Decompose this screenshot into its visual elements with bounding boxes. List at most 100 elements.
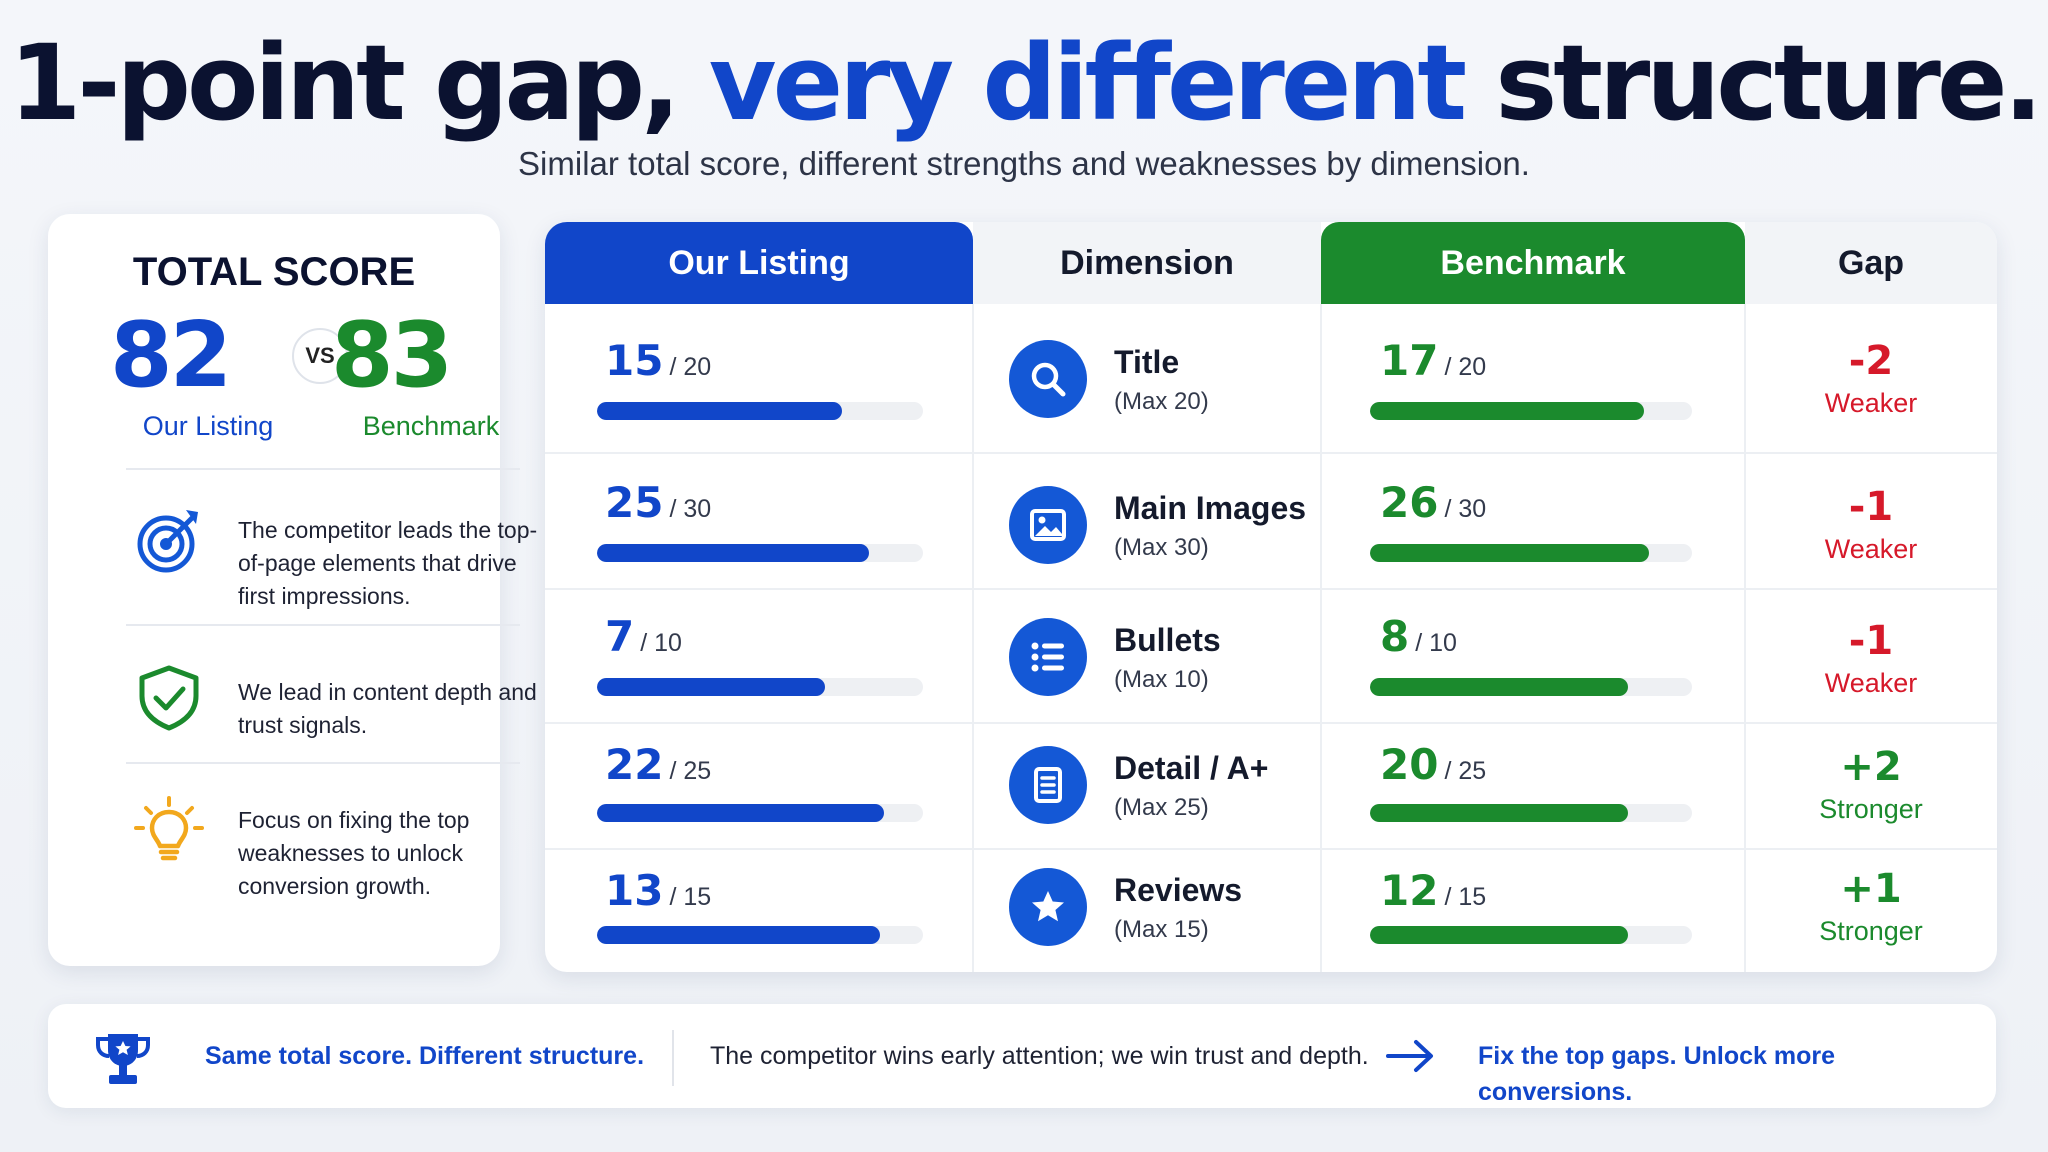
- our-score-bar: [597, 544, 923, 562]
- score-max: / 10: [1415, 629, 1457, 657]
- dimension-max: (Max 15): [1114, 916, 1209, 943]
- page-subtitle: Similar total score, different strengths…: [518, 145, 1530, 182]
- gap-value: -1: [1848, 484, 1894, 530]
- header-dimension: Dimension: [973, 222, 1321, 304]
- arrow-right-icon: [1386, 1040, 1433, 1072]
- benchmark-total-score: 83: [331, 303, 453, 408]
- our-score-bar-fill: [597, 544, 869, 562]
- footer-call-to-action: Fix the top gaps. Unlock more conversion…: [1478, 1042, 1835, 1106]
- summary-footer: Same total score. Different structure. T…: [48, 1004, 1996, 1108]
- list-icon: [1031, 642, 1064, 672]
- card-divider: [126, 624, 520, 626]
- total-score-title: TOTAL SCORE: [132, 250, 416, 294]
- column-divider: [1320, 304, 1322, 972]
- footer-divider: [672, 1030, 674, 1086]
- benchmark-score-bar: [1370, 804, 1692, 822]
- header-benchmark: Benchmark: [1321, 222, 1745, 304]
- score-max: / 20: [669, 353, 712, 381]
- score-max: / 10: [640, 629, 682, 657]
- gap-label: Stronger: [1819, 916, 1923, 946]
- row-divider: [545, 452, 1997, 454]
- our-listing-label: Our Listing: [142, 411, 274, 441]
- score-max: / 20: [1444, 353, 1487, 381]
- our-score-value: 22: [605, 740, 664, 789]
- total-score-card: TOTAL SCORE 82 VS 83 Our Listing Benchma…: [48, 214, 537, 966]
- document-icon: [1034, 767, 1062, 803]
- gap-value: +1: [1840, 866, 1902, 912]
- dimension-name: Title: [1114, 344, 1180, 380]
- image-icon: [1030, 509, 1066, 541]
- footer-insight: The competitor wins early attention; we …: [710, 1042, 1369, 1070]
- dimension-icon: [1009, 746, 1087, 824]
- benchmark-score-value: 17: [1380, 336, 1439, 385]
- benchmark-score-bar-fill: [1370, 804, 1628, 822]
- card-divider: [126, 468, 520, 470]
- column-divider: [1744, 304, 1746, 972]
- gap-value: -1: [1848, 618, 1894, 664]
- gap-label: Weaker: [1824, 668, 1918, 698]
- score-max: / 30: [1444, 495, 1487, 523]
- dimension-max: (Max 25): [1114, 794, 1209, 821]
- benchmark-score-bar-fill: [1370, 678, 1628, 696]
- row-divider: [545, 588, 1997, 590]
- benchmark-score: 12/ 15: [1380, 866, 1486, 922]
- card-divider: [126, 762, 520, 764]
- dimension-max: (Max 30): [1114, 534, 1209, 561]
- dimension-icon: [1009, 340, 1087, 418]
- title-accent: very different: [708, 22, 1467, 144]
- benchmark-score-value: 20: [1380, 740, 1439, 789]
- column-divider: [972, 304, 974, 972]
- benchmark-score-bar: [1370, 926, 1692, 944]
- benchmark-score-value: 8: [1380, 612, 1410, 661]
- our-score: 15/ 20: [605, 336, 711, 392]
- page-title: 1-point gap, very different structure.: [0, 18, 2048, 148]
- dimension-name: Bullets: [1114, 622, 1221, 658]
- our-score-value: 7: [605, 612, 635, 661]
- score-max: / 30: [669, 495, 712, 523]
- score-max: / 15: [669, 883, 712, 911]
- our-score: 13/ 15: [605, 866, 711, 922]
- benchmark-label: Benchmark: [362, 411, 500, 441]
- header-gap: Gap: [1745, 222, 1997, 304]
- our-score: 25/ 30: [605, 478, 711, 534]
- dimension-icon: [1009, 618, 1087, 696]
- benchmark-score-bar: [1370, 544, 1692, 562]
- title-part-2: structure.: [1463, 22, 2043, 144]
- lightbulb-icon: [134, 796, 204, 861]
- dimension-name: Main Images: [1114, 490, 1307, 526]
- our-score: 22/ 25: [605, 740, 711, 796]
- benchmark-score: 20/ 25: [1380, 740, 1486, 796]
- our-score-bar-fill: [597, 804, 884, 822]
- gap-value: +2: [1840, 744, 1902, 790]
- vs-badge: VS: [292, 328, 348, 384]
- our-score-bar: [597, 402, 923, 420]
- our-score-bar-fill: [597, 926, 880, 944]
- our-score: 7/ 10: [605, 612, 682, 668]
- benchmark-score: 17/ 20: [1380, 336, 1486, 392]
- dimension-max: (Max 10): [1114, 666, 1209, 693]
- gap-label: Stronger: [1819, 794, 1923, 824]
- our-score-bar-fill: [597, 678, 826, 696]
- comparison-table: Our Listing Dimension Benchmark Gap 15/ …: [545, 222, 1997, 972]
- search-icon: [1031, 362, 1066, 397]
- benchmark-score: 26/ 30: [1380, 478, 1486, 534]
- dimension-icon: [1009, 486, 1087, 564]
- score-max: / 25: [1444, 757, 1487, 785]
- benchmark-score-bar: [1370, 678, 1692, 696]
- dimension-name: Reviews: [1114, 872, 1243, 908]
- row-divider: [545, 848, 1997, 850]
- our-score-bar: [597, 804, 923, 822]
- score-max: / 15: [1444, 883, 1487, 911]
- our-score-value: 25: [605, 478, 664, 527]
- benchmark-score-bar-fill: [1370, 402, 1644, 420]
- benchmark-score: 8/ 10: [1380, 612, 1457, 668]
- insight-text: The competitor leads the top-of-page ele…: [238, 517, 538, 609]
- gap-label: Weaker: [1824, 534, 1918, 564]
- dimension-max: (Max 20): [1114, 388, 1209, 415]
- trophy-icon: [96, 1034, 150, 1084]
- insight-text: We lead in content depth and trust signa…: [238, 679, 537, 738]
- our-score-bar-fill: [597, 402, 842, 420]
- benchmark-score-value: 26: [1380, 478, 1439, 527]
- dimension-icon: [1009, 868, 1087, 946]
- gap-label: Weaker: [1824, 388, 1918, 418]
